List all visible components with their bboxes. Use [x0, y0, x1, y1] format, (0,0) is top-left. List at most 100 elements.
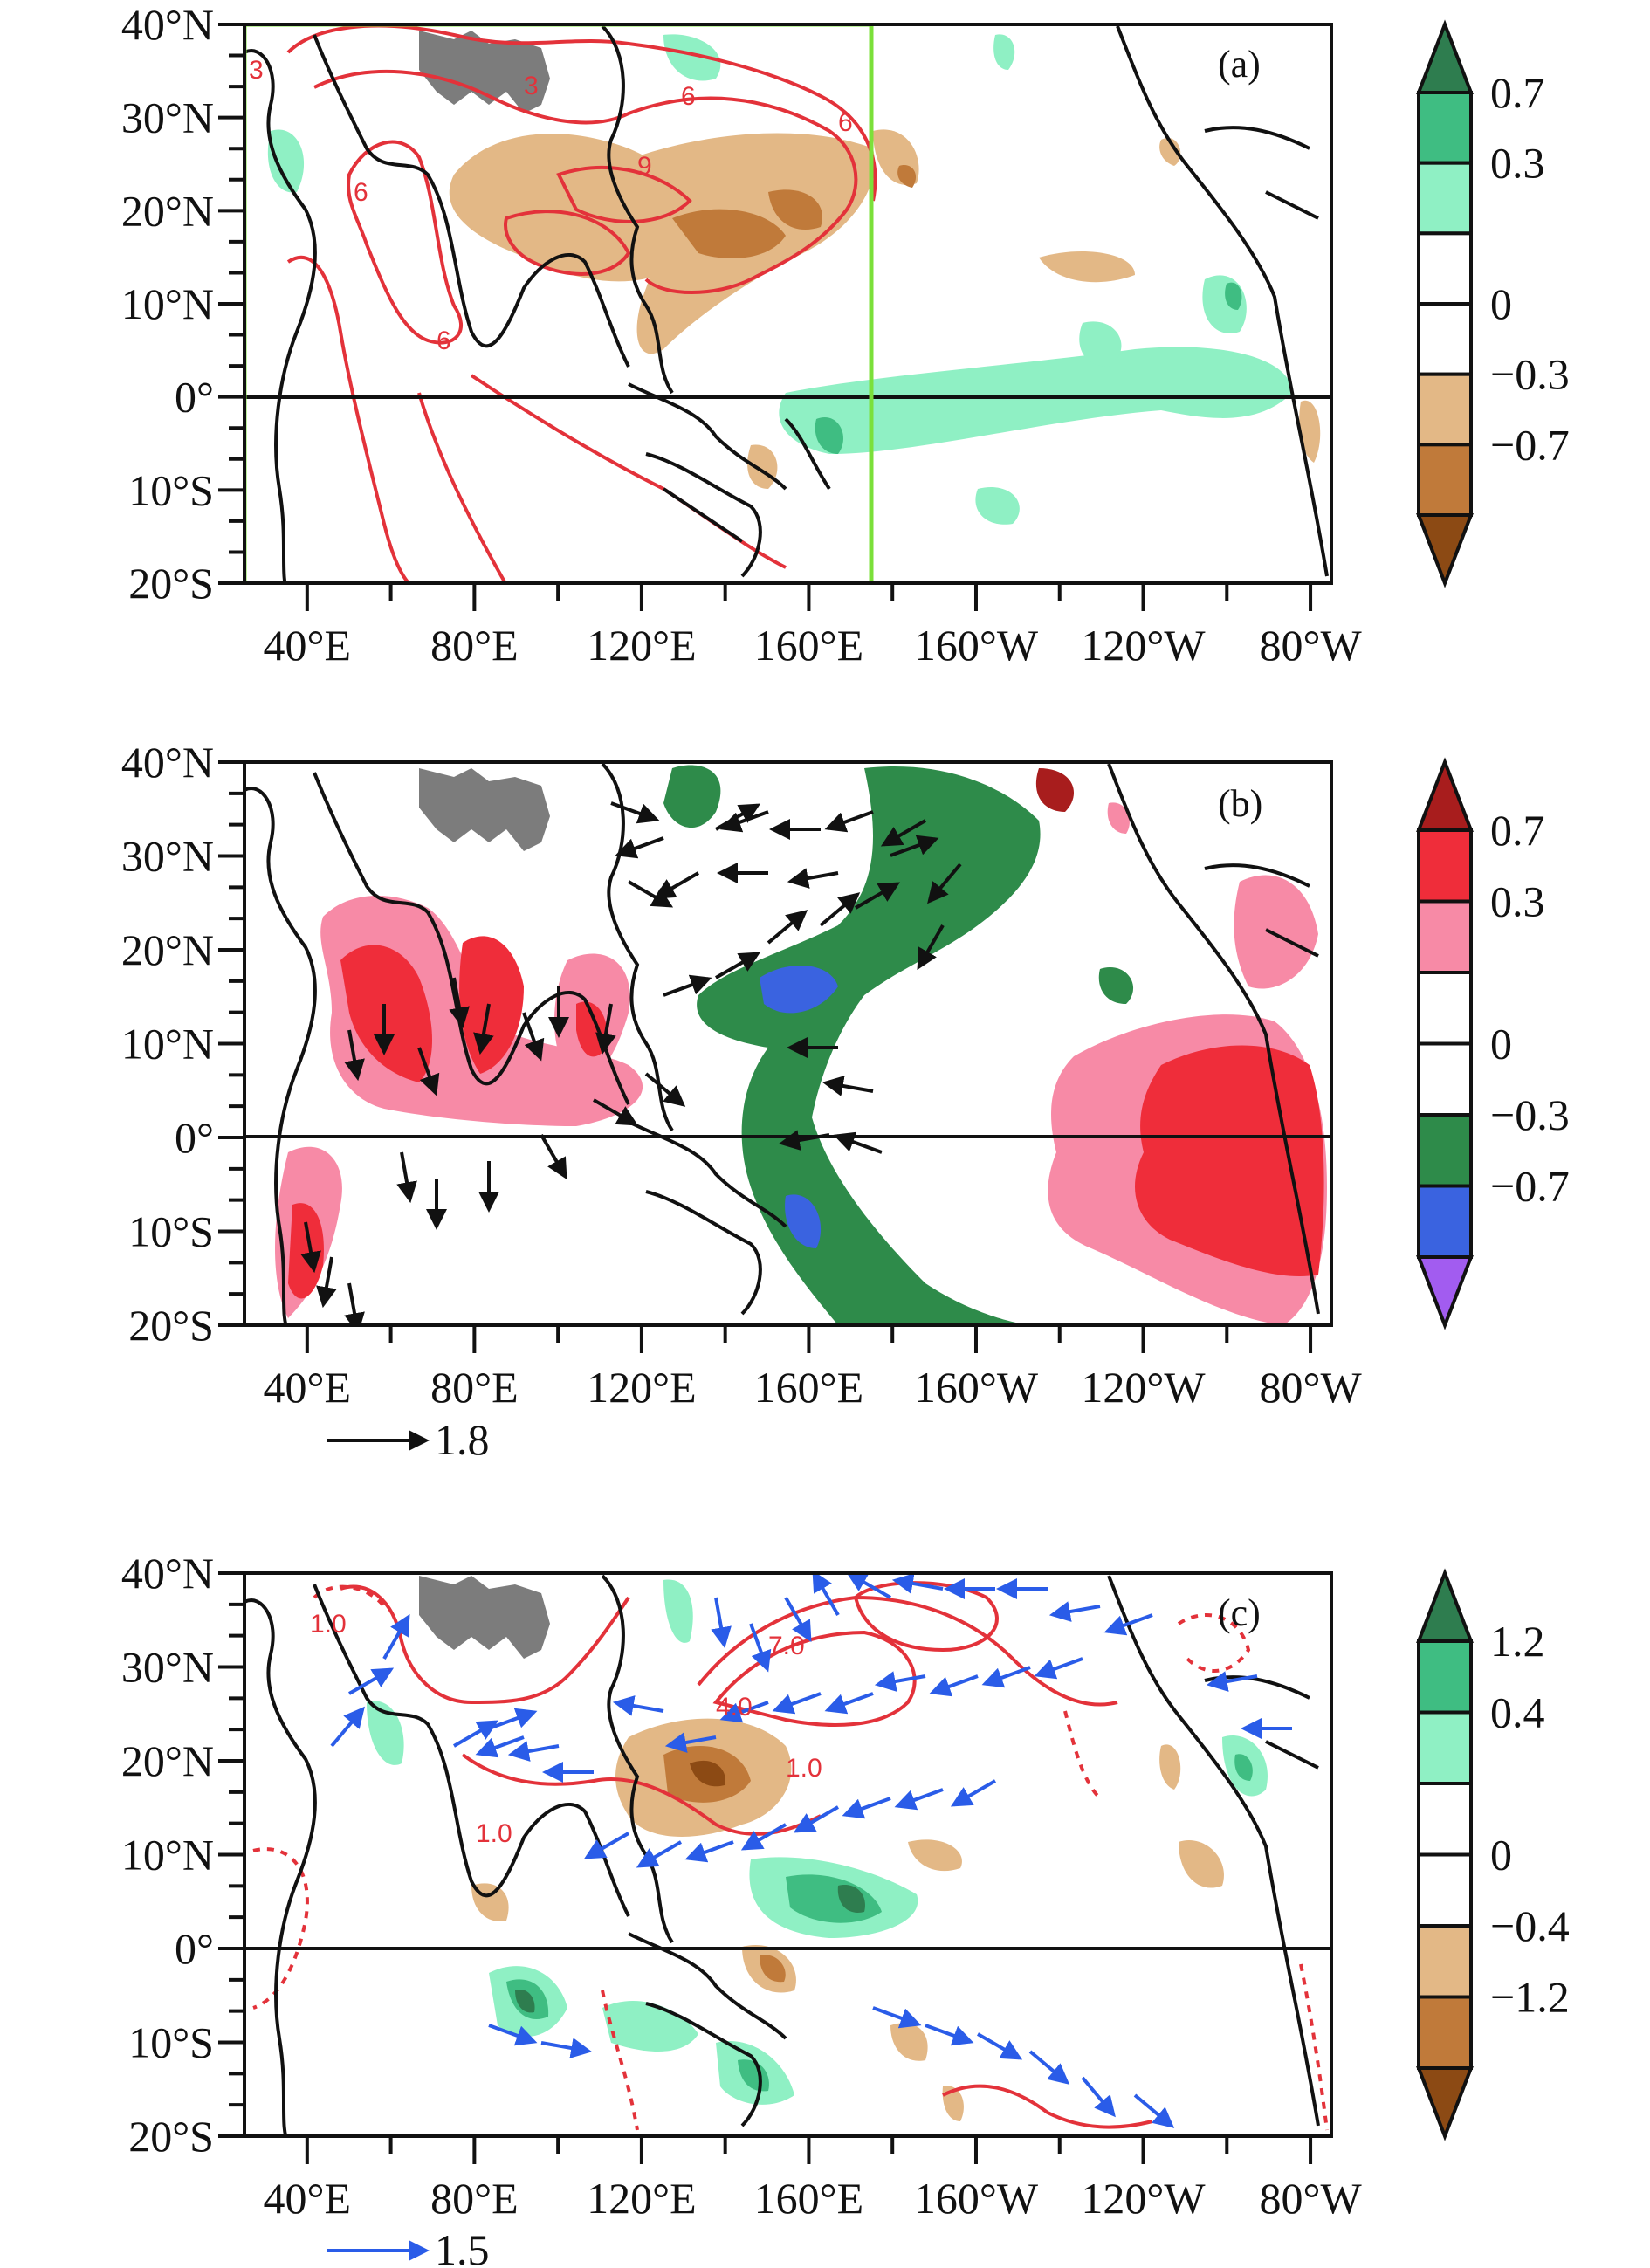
colorbar-label: 0.7: [1490, 806, 1545, 855]
colorbar-label: 0: [1490, 279, 1512, 328]
lat-label: 20°N: [121, 1736, 214, 1785]
panel-b-map: [244, 762, 1331, 1325]
colorbar-label: −0.3: [1490, 1090, 1570, 1139]
panel-b-wind-vectors: [300, 801, 962, 1325]
wind-vector: [473, 1003, 494, 1055]
panel-a-map: [244, 24, 1331, 583]
panel-a-shading: [267, 34, 1321, 525]
colorbar-segment: [1417, 1710, 1473, 1785]
wind-vector: [976, 2032, 1023, 2060]
lon-label: 40°E: [264, 621, 352, 670]
wind-vector: [653, 871, 699, 899]
lon-label: 120°W: [1081, 621, 1206, 670]
panel-b-coastlines: [244, 762, 1320, 1325]
lat-label: 10°N: [121, 1831, 214, 1880]
wind-vector: [348, 1667, 395, 1695]
lon-label: 80°E: [430, 2174, 519, 2223]
panel-b-ticks: [218, 760, 1313, 1353]
panel-a-contour-label: 3: [249, 56, 264, 85]
panel-b-shading: [275, 765, 1327, 1325]
lat-label: 0°: [175, 1924, 214, 1973]
lon-label: 160°E: [754, 2174, 864, 2223]
colorbar-segment: [1417, 971, 1473, 1046]
colorbar-bottom-arrow: [1416, 1255, 1474, 1330]
wind-vector: [507, 1741, 560, 1762]
panel-b-colorbar: 0.7 0.3 0 −0.3 −0.7: [1416, 757, 1570, 1330]
panel-a-colorbar: 0.7 0.3 0 −0.3 −0.7: [1416, 19, 1570, 588]
wind-vector: [842, 1797, 891, 1819]
wind-vector: [475, 1735, 525, 1758]
panel-a-ticks: [218, 23, 1313, 611]
lat-label: 40°N: [121, 0, 214, 49]
panel-a-frame: [243, 23, 1333, 585]
wind-vector: [615, 836, 664, 859]
wind-vector: [822, 1076, 874, 1096]
lon-label: 120°E: [587, 621, 697, 670]
lon-label: 40°E: [264, 1363, 352, 1412]
wind-vector: [950, 1779, 997, 1807]
colorbar-segment: [1417, 1995, 1473, 2070]
wind-vector: [344, 1282, 365, 1325]
colorbar-top-arrow: [1416, 19, 1474, 94]
wind-vector: [772, 1692, 822, 1715]
panel-a-contour-label: 6: [681, 82, 696, 111]
wind-vector: [684, 1840, 734, 1863]
wind-vector: [890, 835, 939, 857]
colorbar-label: 0.3: [1490, 877, 1545, 926]
colorbar-bottom-arrow: [1416, 2066, 1474, 2141]
wind-vector: [715, 952, 761, 979]
wind-vector: [778, 1130, 830, 1151]
lon-label: 80°W: [1259, 621, 1362, 670]
panel-c-contour-label: 7.0: [768, 1632, 805, 1660]
colorbar-segment: [1417, 231, 1473, 306]
lat-label: 10°S: [128, 465, 214, 514]
panel-b-axis-labels: 40°N 30°N 20°N 10°N 0° 10°S 20°S 40°E 80°E 120°E 1…: [121, 738, 1363, 1412]
wind-vector: [396, 1151, 417, 1204]
panel-a-label: (a): [1218, 43, 1261, 86]
wind-vector: [925, 2024, 974, 2046]
wind-vector: [719, 810, 769, 833]
colorbar-segment: [1417, 1852, 1473, 1928]
wind-vector: [644, 1072, 686, 1107]
colorbar-segment: [1417, 91, 1473, 165]
wind-vector: [488, 1708, 538, 1730]
panel-c-colorbar: 1.2 0.4 0 −0.4 −1.2: [1416, 1568, 1570, 2141]
lon-label: 80°E: [430, 1363, 519, 1412]
wind-vector: [793, 1805, 839, 1833]
colorbar-segment: [1417, 1041, 1473, 1117]
lat-label: 0°: [175, 373, 214, 422]
lon-label: 120°W: [1081, 2174, 1206, 2223]
wind-vector: [1034, 1657, 1083, 1680]
wind-vector: [929, 1674, 979, 1697]
panel-a: 3 6 9 6 6 3 6 (a) 40°N 30°N 20°N 10°N 0° 10°S…: [121, 0, 1570, 670]
wind-vector: [819, 892, 861, 927]
lon-label: 160°E: [754, 1363, 864, 1412]
wind-vector: [1048, 1601, 1101, 1622]
panel-c-label: (c): [1218, 1591, 1261, 1634]
colorbar-label: −0.3: [1490, 350, 1570, 399]
lon-label: 160°W: [914, 1363, 1039, 1412]
wind-vector: [664, 1732, 717, 1753]
lat-label: 10°S: [128, 1207, 214, 1256]
lat-label: 30°N: [121, 1643, 214, 1692]
panel-a-contour-label: 6: [354, 178, 368, 207]
wind-vector: [711, 1597, 732, 1649]
colorbar-segment: [1417, 828, 1473, 904]
panel-c-ticks: [218, 1571, 1313, 2164]
lon-label: 80°W: [1259, 2174, 1362, 2223]
lat-label: 20°N: [121, 186, 214, 235]
panel-c-contour-label: 1.0: [310, 1610, 347, 1639]
colorbar-segment: [1417, 1184, 1473, 1259]
panel-c-contour-label: 4.0: [716, 1693, 753, 1722]
lat-label: 10°S: [128, 2018, 214, 2067]
colorbar-segment: [1417, 899, 1473, 974]
wind-vector: [1133, 2093, 1175, 2128]
lon-label: 160°W: [914, 2174, 1039, 2223]
colorbar-label: 0.4: [1490, 1688, 1545, 1737]
lon-label: 40°E: [264, 2174, 352, 2223]
colorbar-label: 0: [1490, 1020, 1512, 1069]
lat-label: 0°: [175, 1113, 214, 1162]
wind-vector: [872, 2006, 922, 2029]
wind-vector: [316, 1256, 337, 1309]
colorbar-segment: [1417, 1639, 1473, 1715]
